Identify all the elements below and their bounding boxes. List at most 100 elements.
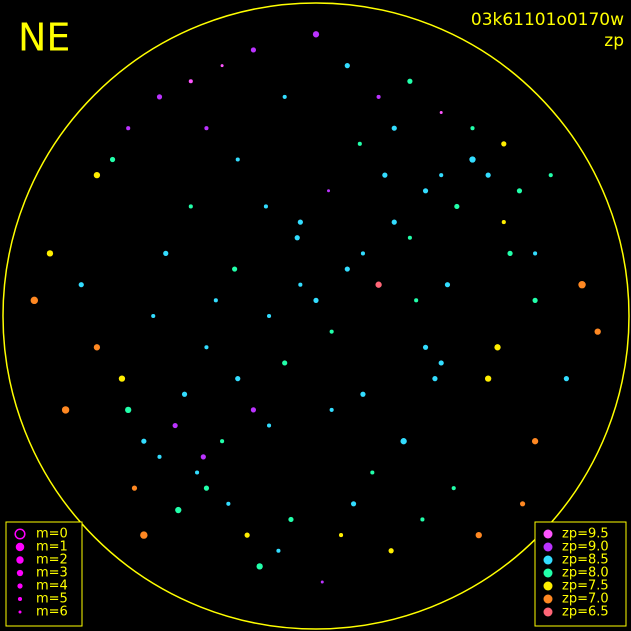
color-legend-marker xyxy=(543,542,553,552)
color-legend-marker xyxy=(543,594,553,604)
star xyxy=(414,298,419,303)
star xyxy=(329,407,334,412)
star xyxy=(235,157,240,162)
star xyxy=(175,506,182,514)
star xyxy=(213,298,218,303)
star xyxy=(563,376,570,382)
star xyxy=(454,203,460,210)
size-legend-marker xyxy=(15,542,25,552)
star xyxy=(297,219,303,225)
color-legend-marker xyxy=(543,555,553,565)
star xyxy=(516,188,523,194)
color-legend-marker xyxy=(543,529,553,539)
star xyxy=(131,485,138,491)
star xyxy=(375,281,382,288)
star xyxy=(200,454,206,460)
chart-title: NE xyxy=(18,16,70,60)
star xyxy=(578,281,586,289)
star xyxy=(156,94,163,100)
star xyxy=(250,47,256,53)
star xyxy=(141,438,147,444)
size-legend-label: m=2 xyxy=(36,553,68,568)
star xyxy=(533,251,538,256)
star xyxy=(501,141,507,147)
star xyxy=(256,563,263,570)
star xyxy=(118,375,126,382)
star xyxy=(288,516,294,523)
color-legend-label: zp=8.5 xyxy=(562,553,609,568)
color-label: zp xyxy=(604,31,624,51)
star xyxy=(30,296,38,305)
color-legend-label: zp=7.0 xyxy=(562,592,609,607)
star xyxy=(109,156,116,163)
star xyxy=(220,64,224,68)
star xyxy=(485,375,492,382)
star xyxy=(276,548,281,553)
star xyxy=(350,501,357,507)
star xyxy=(313,297,319,303)
star xyxy=(494,344,501,351)
star xyxy=(163,250,169,256)
chart-subtitle: 03k61101o0170w xyxy=(471,10,624,30)
star xyxy=(444,282,451,288)
size-legend-marker xyxy=(16,569,24,577)
size-legend-marker xyxy=(18,610,22,614)
star xyxy=(195,470,200,475)
star xyxy=(204,126,209,131)
size-legend-label: m=3 xyxy=(36,566,68,581)
size-legend-label: m=6 xyxy=(36,605,68,620)
color-legend-marker xyxy=(543,581,553,591)
star xyxy=(220,439,225,444)
star xyxy=(93,172,101,179)
star xyxy=(267,313,272,319)
star xyxy=(46,250,54,257)
star xyxy=(93,344,101,351)
star xyxy=(125,406,132,414)
size-legend-label: m=1 xyxy=(36,540,68,555)
star xyxy=(344,63,350,69)
star xyxy=(469,156,476,163)
star xyxy=(61,406,70,414)
star xyxy=(181,391,188,397)
star xyxy=(172,422,178,429)
color-legend-label: zp=7.5 xyxy=(562,579,609,594)
star xyxy=(376,94,381,99)
star xyxy=(370,470,375,475)
star xyxy=(439,111,443,115)
star xyxy=(470,126,475,131)
star xyxy=(548,173,553,178)
star xyxy=(485,172,491,178)
color-legend-label: zp=8.0 xyxy=(562,566,609,581)
star xyxy=(360,251,366,256)
star xyxy=(338,533,344,538)
star xyxy=(203,485,210,491)
color-legend-marker xyxy=(543,568,553,578)
star xyxy=(232,266,238,272)
size-legend-marker xyxy=(17,596,23,602)
star xyxy=(432,376,438,382)
star xyxy=(439,173,444,178)
color-legend-marker xyxy=(543,607,553,617)
star xyxy=(475,531,482,539)
star xyxy=(532,297,538,303)
star xyxy=(78,282,84,288)
star xyxy=(451,486,456,491)
star xyxy=(188,204,193,209)
star xyxy=(391,219,397,225)
star xyxy=(327,189,331,193)
size-legend-label: m=4 xyxy=(36,579,68,594)
color-legend-label: zp=6.5 xyxy=(562,605,609,620)
star xyxy=(422,344,429,350)
star xyxy=(400,438,407,445)
star xyxy=(407,235,412,240)
star xyxy=(226,501,231,506)
star xyxy=(204,345,209,350)
star xyxy=(126,126,131,131)
star xyxy=(140,531,148,539)
star xyxy=(594,328,601,335)
star xyxy=(357,141,362,146)
size-legend-marker xyxy=(14,528,26,540)
